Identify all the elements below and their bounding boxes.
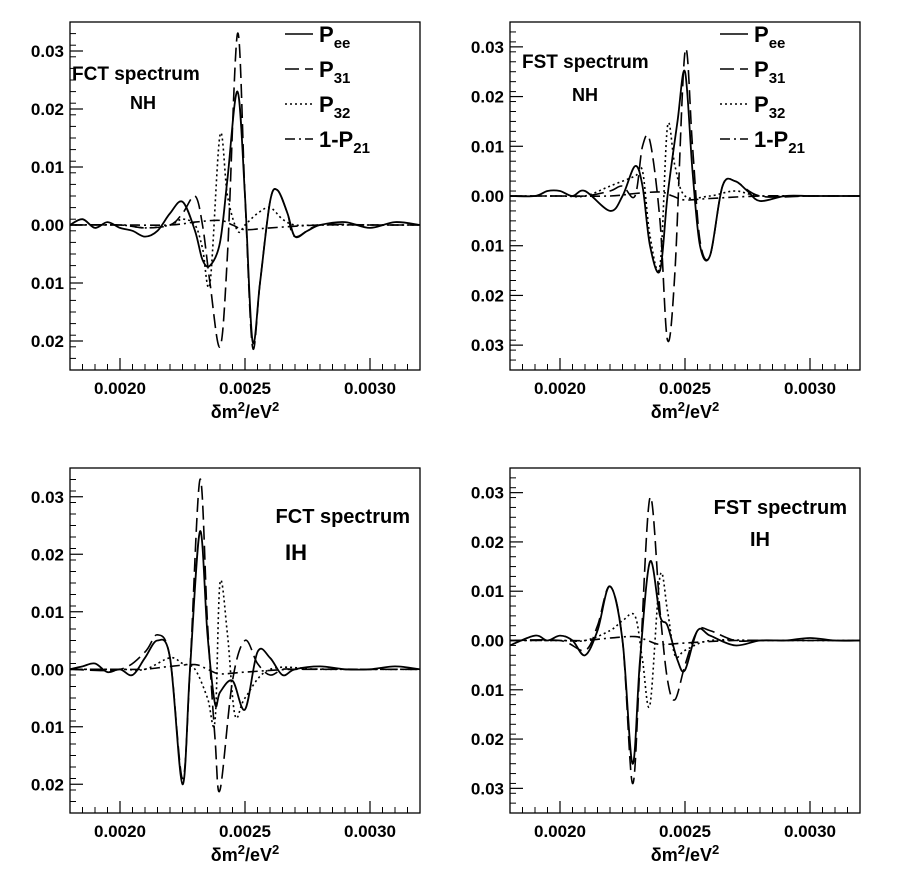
series-line-Pee <box>70 530 420 786</box>
series-line-Pee <box>510 560 860 765</box>
legend: Pee P31 P32 1-P21 <box>285 22 370 157</box>
legend: Pee P31 P32 1-P21 <box>720 22 805 157</box>
x-tick-label: 0.0025 <box>659 822 711 841</box>
x-tick-label: 0.0030 <box>344 379 396 398</box>
y-tick-label: 0.02 <box>471 730 504 749</box>
panel-title: FCT spectrum <box>72 64 200 85</box>
x-tick-label: 0.0020 <box>94 822 146 841</box>
series-line-P31 <box>510 47 860 343</box>
legend-label: Pee <box>319 22 350 52</box>
x-axis-label: δm2/eV2 <box>651 842 719 865</box>
legend-label: Pee <box>754 22 785 52</box>
panel-title: FST spectrum <box>714 497 847 519</box>
y-tick-label: 0.01 <box>471 237 504 256</box>
x-tick-label: 0.0025 <box>659 379 711 398</box>
x-tick-label: 0.0030 <box>344 822 396 841</box>
panel-subtitle: IH <box>750 529 770 551</box>
series-line-P32 <box>510 122 860 272</box>
y-tick-label: 0.03 <box>471 484 504 503</box>
x-tick-label: 0.0025 <box>219 379 271 398</box>
legend-label: P32 <box>319 92 350 122</box>
legend-label: 1-P21 <box>754 127 805 157</box>
y-tick-label: 0.01 <box>31 718 64 737</box>
series-line-P31 <box>510 496 860 785</box>
y-tick-label: 0.01 <box>471 681 504 700</box>
x-tick-label: 0.0030 <box>784 379 836 398</box>
legend-label: 1-P21 <box>319 127 370 157</box>
series-line-Pee <box>70 90 420 345</box>
y-tick-label: 0.01 <box>31 274 64 293</box>
y-tick-label: 0.03 <box>471 38 504 57</box>
y-tick-label: 0.03 <box>471 779 504 798</box>
x-axis-label: δm2/eV2 <box>211 842 279 865</box>
series-line-P32 <box>510 572 860 709</box>
legend-label: P32 <box>754 92 785 122</box>
y-tick-label: 0.02 <box>31 775 64 794</box>
y-tick-label: 0.00 <box>471 632 504 651</box>
panel-subtitle: NH <box>130 93 156 113</box>
x-axis-label: δm2/eV2 <box>651 399 719 422</box>
chart-panel-4: 0.0020 0.0025 0.0030 0.03 0.02 0.01 0.00 0.01 0.… <box>471 467 861 865</box>
series-line-Pee <box>510 69 860 274</box>
y-tick-label: 0.02 <box>31 332 64 351</box>
y-tick-label: 0.02 <box>31 545 64 564</box>
series-line-1mP21 <box>510 635 860 646</box>
x-axis-label: δm2/eV2 <box>211 399 279 422</box>
y-tick-label: 0.03 <box>31 488 64 507</box>
y-tick-label: 0.01 <box>31 158 64 177</box>
series-line-1mP21 <box>510 191 860 201</box>
series-line-1mP21 <box>70 663 420 675</box>
y-tick-label: 0.02 <box>471 88 504 107</box>
x-tick-label: 0.0020 <box>94 379 146 398</box>
x-tick-label: 0.0025 <box>219 822 271 841</box>
chart-panel-1: 0.0020 0.0025 0.0030 0.02 0.01 0.00 0.01 0.02 0.… <box>31 21 421 422</box>
series-line-P32 <box>70 579 420 728</box>
y-tick-label: 0.03 <box>31 42 64 61</box>
legend-label: P31 <box>319 57 350 87</box>
y-tick-label: 0.00 <box>31 660 64 679</box>
y-tick-label: 0.03 <box>471 336 504 355</box>
panel-title: FST spectrum <box>522 52 649 73</box>
x-tick-label: 0.0030 <box>784 822 836 841</box>
panel-title: FCT spectrum <box>276 506 410 528</box>
x-tick-label: 0.0020 <box>534 379 586 398</box>
chart-panel-3: 0.0020 0.0025 0.0030 0.02 0.01 0.00 0.01 0.02 0.… <box>31 467 421 865</box>
y-tick-label: 0.01 <box>31 603 64 622</box>
y-tick-label: 0.02 <box>471 533 504 552</box>
y-tick-label: 0.00 <box>471 187 504 206</box>
panel-subtitle: IH <box>285 540 307 565</box>
series-line-P31 <box>70 32 420 350</box>
series-line-1mP21 <box>70 219 420 231</box>
x-tick-label: 0.0020 <box>534 822 586 841</box>
y-tick-label: 0.01 <box>471 137 504 156</box>
legend-label: P31 <box>754 57 785 87</box>
series-line-P31 <box>70 478 420 793</box>
y-tick-label: 0.00 <box>31 216 64 235</box>
y-tick-label: 0.02 <box>471 286 504 305</box>
y-tick-label: 0.02 <box>31 100 64 119</box>
chart-panel-2: 0.0020 0.0025 0.0030 0.03 0.02 0.01 0.00 0.01 0.… <box>471 21 861 422</box>
panel-subtitle: NH <box>572 85 598 105</box>
y-tick-label: 0.01 <box>471 582 504 601</box>
